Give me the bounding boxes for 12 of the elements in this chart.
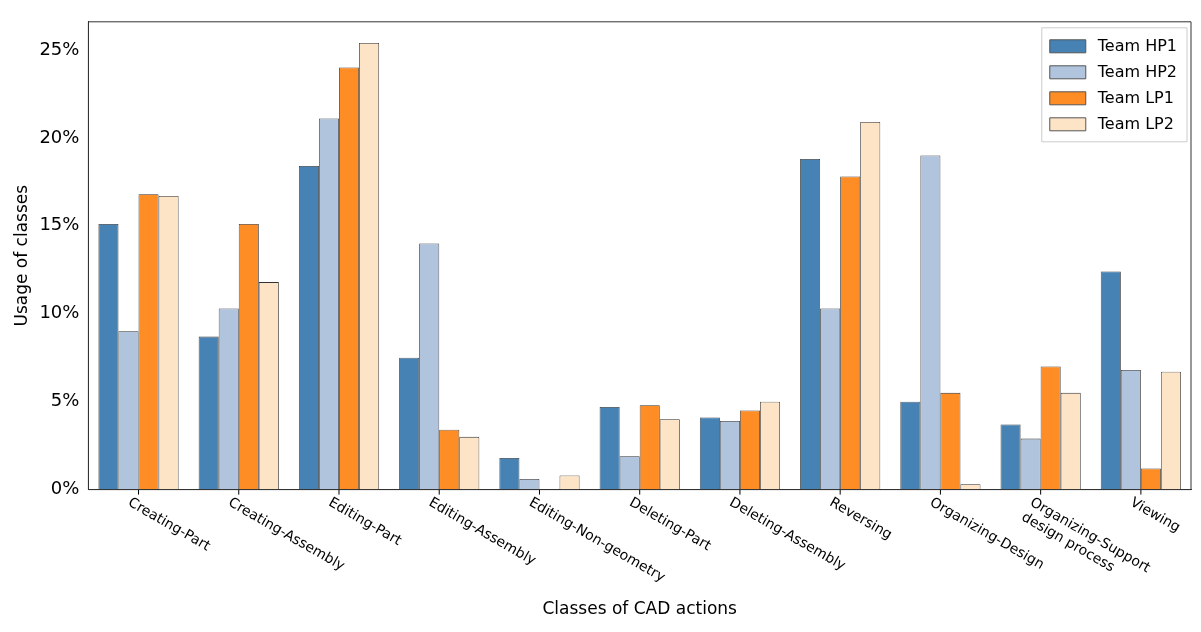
y-tick-label: 10%	[39, 301, 80, 323]
y-tick-label: 25%	[39, 37, 80, 59]
y-tick-label: 0%	[50, 477, 80, 499]
x-axis-title: Classes of CAD actions	[542, 598, 738, 619]
y-tick-label: 5%	[50, 389, 80, 411]
legend-label: Team LP1	[1096, 87, 1174, 107]
y-axis-title: Usage of classes	[10, 184, 31, 327]
y-tick-label: 20%	[39, 125, 80, 147]
legend-label: Team HP2	[1096, 61, 1177, 81]
y-tick-label: 15%	[39, 213, 80, 235]
legend-label: Team HP1	[1096, 35, 1177, 55]
legend-label: Team LP2	[1096, 113, 1174, 133]
